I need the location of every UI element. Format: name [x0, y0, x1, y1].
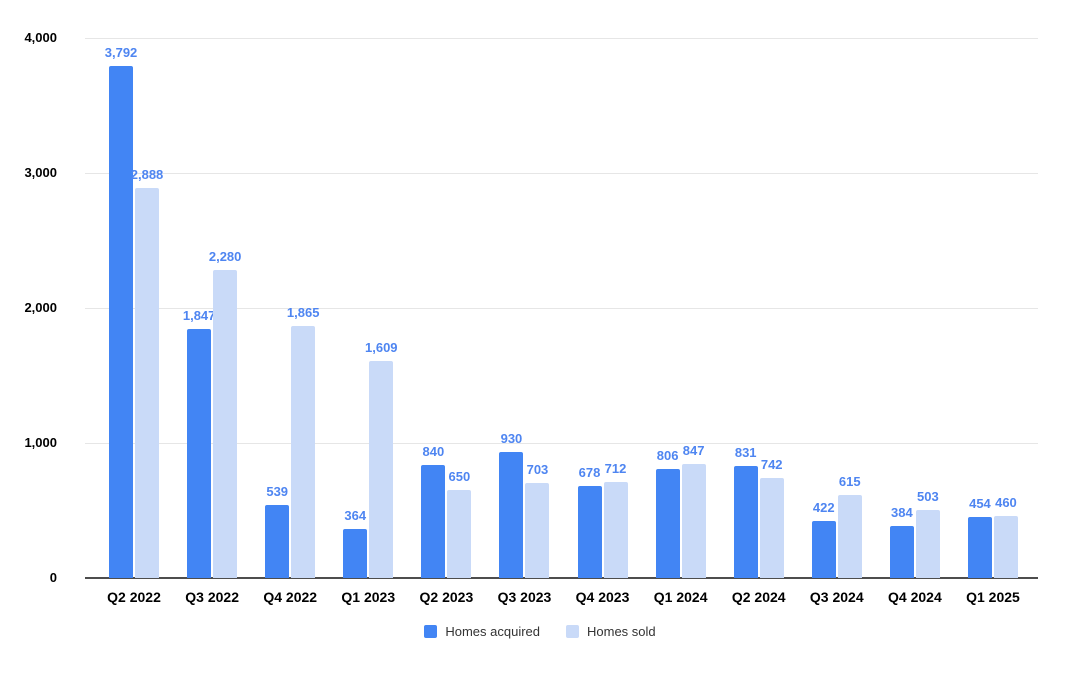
- bar-homes-acquired-q1-2025: [967, 516, 992, 578]
- legend-label-homes-sold: Homes sold: [587, 624, 656, 639]
- data-label-homes-sold-q1-2023: 1,609: [365, 339, 398, 355]
- y-axis-tick-label: 4,000: [24, 30, 57, 45]
- x-axis-label-q1-2023: Q1 2023: [341, 589, 396, 605]
- x-axis-baseline: [85, 577, 1038, 579]
- bar-homes-sold-q2-2022: [135, 188, 160, 578]
- x-axis-label-q1-2024: Q1 2024: [653, 589, 708, 605]
- data-label-homes-acquired-q3-2022: 1,847: [182, 307, 216, 323]
- data-label-homes-acquired-q2-2024: 831: [734, 444, 757, 460]
- data-label-homes-acquired-q1-2023: 364: [344, 507, 367, 523]
- data-label-homes-sold-q3-2024: 615: [838, 473, 861, 489]
- legend-item-homes-acquired: Homes acquired: [424, 624, 540, 639]
- y-axis-tick-label: 2,000: [24, 300, 57, 315]
- bar-homes-acquired-q1-2024: [655, 469, 680, 578]
- gridline-2,000: [85, 308, 1038, 309]
- data-label-homes-sold-q3-2023: 703: [526, 462, 549, 478]
- data-label-homes-acquired-q3-2024: 422: [812, 500, 835, 516]
- bar-homes-acquired-q2-2022: [109, 66, 134, 578]
- bar-homes-acquired-q4-2023: [577, 486, 602, 578]
- data-label-homes-acquired-q1-2025: 454: [969, 495, 991, 511]
- gridline-3,000: [85, 173, 1038, 174]
- bar-homes-sold-q1-2023: [369, 360, 394, 578]
- bar-homes-acquired-q2-2024: [733, 465, 758, 578]
- data-label-homes-acquired-q1-2024: 806: [656, 448, 679, 464]
- data-label-homes-sold-q4-2022: 1,865: [286, 305, 320, 321]
- x-axis-label-q1-2025: Q1 2025: [966, 589, 1020, 605]
- bar-homes-sold-q4-2023: [603, 481, 628, 578]
- x-axis-label-q3-2024: Q3 2024: [809, 589, 864, 605]
- data-label-homes-sold-q2-2023: 650: [448, 469, 471, 485]
- data-label-homes-sold-q2-2022: 2,888: [130, 167, 164, 183]
- data-label-homes-sold-q4-2024: 503: [917, 489, 939, 505]
- data-label-homes-acquired-q4-2022: 539: [266, 484, 289, 500]
- data-label-homes-acquired-q4-2024: 384: [891, 505, 913, 521]
- data-label-homes-sold-q3-2022: 2,280: [208, 249, 242, 265]
- bar-homes-acquired-q1-2023: [343, 528, 368, 578]
- bar-homes-sold-q3-2022: [213, 270, 238, 578]
- legend-swatch-homes-acquired: [424, 625, 438, 638]
- x-axis-label-q2-2022: Q2 2022: [107, 589, 161, 605]
- data-label-homes-sold-q1-2025: 460: [995, 494, 1017, 510]
- x-axis-label-q4-2023: Q4 2023: [575, 589, 630, 605]
- bar-homes-sold-q1-2024: [681, 463, 706, 578]
- legend-label-homes-acquired: Homes acquired: [445, 624, 540, 639]
- bar-homes-acquired-q4-2024: [889, 526, 914, 578]
- x-axis-label-q2-2023: Q2 2023: [419, 589, 474, 605]
- data-label-homes-acquired-q4-2023: 678: [578, 465, 601, 481]
- bar-homes-acquired-q2-2023: [421, 464, 446, 578]
- legend-swatch-homes-sold: [566, 625, 579, 638]
- x-axis-label-q4-2024: Q4 2024: [888, 589, 942, 605]
- x-axis-label-q3-2023: Q3 2023: [497, 589, 552, 605]
- data-label-homes-sold-q1-2024: 847: [682, 442, 705, 458]
- bar-homes-sold-q3-2023: [525, 483, 550, 578]
- bar-homes-sold-q2-2023: [447, 490, 472, 578]
- chart-legend: Homes acquired Homes sold: [0, 624, 1080, 639]
- bar-homes-sold-q4-2024: [915, 510, 940, 578]
- bar-homes-acquired-q3-2024: [811, 521, 836, 578]
- x-axis-label-q4-2022: Q4 2022: [263, 589, 318, 605]
- x-axis-label-q3-2022: Q3 2022: [185, 589, 239, 605]
- x-axis-label-q2-2024: Q2 2024: [731, 589, 786, 605]
- data-label-homes-sold-q4-2023: 712: [604, 460, 627, 476]
- y-axis-tick-label: 0: [49, 570, 57, 585]
- legend-item-homes-sold: Homes sold: [566, 624, 656, 639]
- data-label-homes-sold-q2-2024: 742: [760, 456, 783, 472]
- bar-homes-acquired-q3-2023: [499, 452, 524, 578]
- data-label-homes-acquired-q2-2022: 3,792: [104, 45, 138, 61]
- bar-homes-sold-q2-2024: [759, 477, 784, 578]
- y-axis-tick-label: 1,000: [24, 435, 57, 450]
- bar-homes-sold-q3-2024: [837, 494, 862, 578]
- gridline-4,000: [85, 38, 1038, 39]
- data-label-homes-acquired-q3-2023: 930: [500, 431, 523, 447]
- bar-homes-acquired-q3-2022: [187, 328, 212, 578]
- data-label-homes-acquired-q2-2023: 840: [422, 443, 445, 459]
- bar-homes-acquired-q4-2022: [265, 505, 290, 578]
- gridline-1,000: [85, 443, 1038, 444]
- y-axis-tick-label: 3,000: [24, 165, 57, 180]
- bar-homes-sold-q1-2025: [993, 515, 1018, 578]
- bar-homes-sold-q4-2022: [291, 326, 316, 578]
